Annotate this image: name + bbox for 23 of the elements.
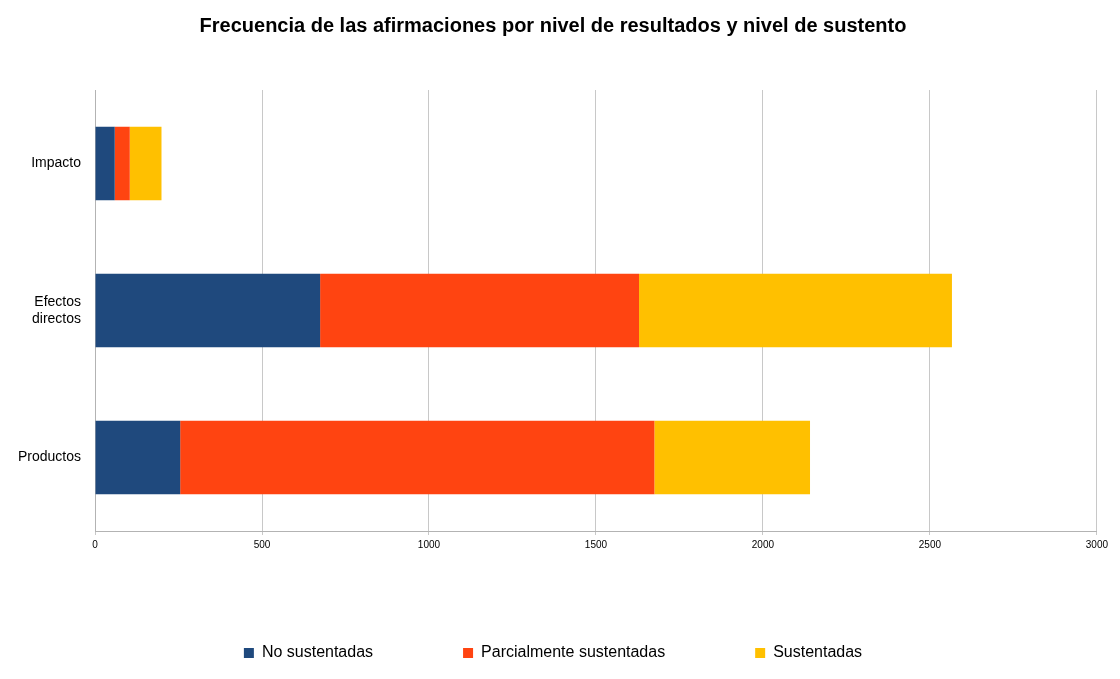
chart-title: Frecuencia de las afirmaciones por nivel de resultados y nivel de sustento	[199, 13, 907, 36]
bar	[320, 273, 640, 348]
x-tick-label: 1000	[417, 538, 441, 550]
x-tick-label: 0	[92, 538, 99, 550]
bar	[95, 126, 115, 201]
legend-label: Parcialmente sustentadas	[481, 643, 666, 661]
x-tick-label: 3000	[1085, 538, 1109, 550]
bar	[180, 420, 655, 495]
y-tick-label: Efectos directos	[32, 292, 82, 326]
y-tick-label: Impacto	[31, 154, 82, 171]
x-tick-label: 1500	[584, 538, 608, 550]
bar	[639, 273, 952, 348]
legend-label: Sustentadas	[773, 643, 863, 661]
bar	[95, 420, 181, 495]
legend-label: No sustentadas	[261, 643, 374, 661]
bar	[95, 273, 321, 348]
x-tick-label: 2000	[751, 538, 775, 550]
bar	[114, 126, 130, 201]
y-tick-label: Productos	[17, 448, 82, 465]
bar	[654, 420, 811, 495]
bar	[129, 126, 162, 201]
x-tick-label: 500	[253, 538, 271, 550]
x-tick-label: 2500	[918, 538, 942, 550]
